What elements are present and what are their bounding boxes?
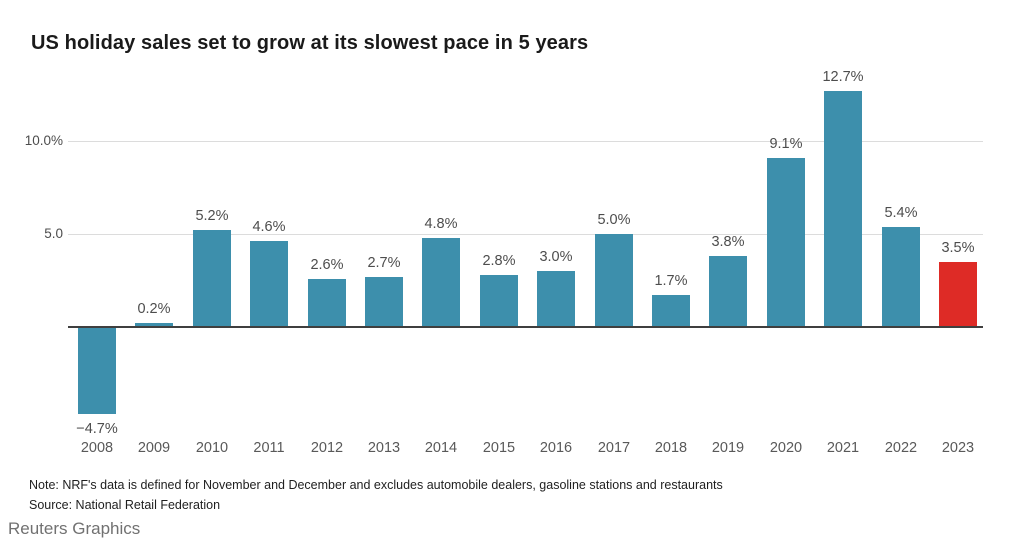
x-tick-label-2017: 2017 xyxy=(597,440,631,456)
bar-2008 xyxy=(78,327,116,414)
chart-title: US holiday sales set to grow at its slow… xyxy=(31,32,589,54)
x-tick-label-2014: 2014 xyxy=(424,440,458,456)
x-tick-label-2016: 2016 xyxy=(539,440,573,456)
x-tick-label-2008: 2008 xyxy=(80,440,114,456)
bar-2017 xyxy=(595,234,633,327)
bar-value-label-2010: 5.2% xyxy=(195,208,229,224)
bar-value-label-2022: 5.4% xyxy=(884,205,918,221)
bar-value-label-2009: 0.2% xyxy=(137,301,171,317)
x-tick-label-2015: 2015 xyxy=(482,440,516,456)
bar-2009 xyxy=(135,323,173,327)
bar-value-label-2012: 2.6% xyxy=(310,257,344,273)
x-tick-label-2009: 2009 xyxy=(137,440,171,456)
y-tick-label: 5.0 xyxy=(44,226,63,241)
x-tick-label-2018: 2018 xyxy=(654,440,688,456)
x-tick-label-2020: 2020 xyxy=(769,440,803,456)
bar-2019 xyxy=(709,256,747,327)
bar-value-label-2018: 1.7% xyxy=(654,273,688,289)
x-tick-label-2010: 2010 xyxy=(195,440,229,456)
x-tick-label-2012: 2012 xyxy=(310,440,344,456)
bar-2014 xyxy=(422,238,460,327)
bar-value-label-2017: 5.0% xyxy=(597,212,631,228)
bar-2012 xyxy=(308,279,346,327)
bar-value-label-2020: 9.1% xyxy=(769,136,803,152)
credit-reuters-graphics: Reuters Graphics xyxy=(8,519,141,538)
x-tick-label-2011: 2011 xyxy=(253,440,285,456)
x-tick-label-2013: 2013 xyxy=(367,440,401,456)
bar-value-label-2019: 3.8% xyxy=(711,234,745,250)
bar-value-label-2008: −4.7% xyxy=(76,421,118,437)
bar-value-label-2023: 3.5% xyxy=(941,240,975,256)
bar-2015 xyxy=(480,275,518,327)
bar-2020 xyxy=(767,158,805,327)
x-tick-label-2022: 2022 xyxy=(884,440,918,456)
x-tick-label-2021: 2021 xyxy=(826,440,860,456)
bar-2013 xyxy=(365,277,403,327)
bar-value-label-2011: 4.6% xyxy=(252,219,286,235)
gridline-10.0% xyxy=(68,141,983,142)
bar-2010 xyxy=(193,230,231,327)
bar-value-label-2013: 2.7% xyxy=(367,255,401,271)
bar-value-label-2016: 3.0% xyxy=(539,249,573,265)
bar-2022 xyxy=(882,227,920,327)
bar-value-label-2014: 4.8% xyxy=(424,216,458,232)
bar-2016 xyxy=(537,271,575,327)
chart-note: Note: NRF's data is defined for November… xyxy=(29,478,723,492)
bar-value-label-2015: 2.8% xyxy=(482,253,516,269)
bar-2011 xyxy=(250,241,288,327)
chart-source: Source: National Retail Federation xyxy=(29,498,221,512)
bar-value-label-2021: 12.7% xyxy=(822,69,864,85)
bar-2021 xyxy=(824,91,862,327)
gridline-5.0 xyxy=(68,234,983,235)
bar-2018 xyxy=(652,295,690,327)
x-tick-label-2023: 2023 xyxy=(941,440,975,456)
y-tick-label: 10.0% xyxy=(24,133,63,148)
bar-2023 xyxy=(939,262,977,327)
zero-baseline-axis xyxy=(68,326,983,328)
x-tick-label-2019: 2019 xyxy=(711,440,745,456)
